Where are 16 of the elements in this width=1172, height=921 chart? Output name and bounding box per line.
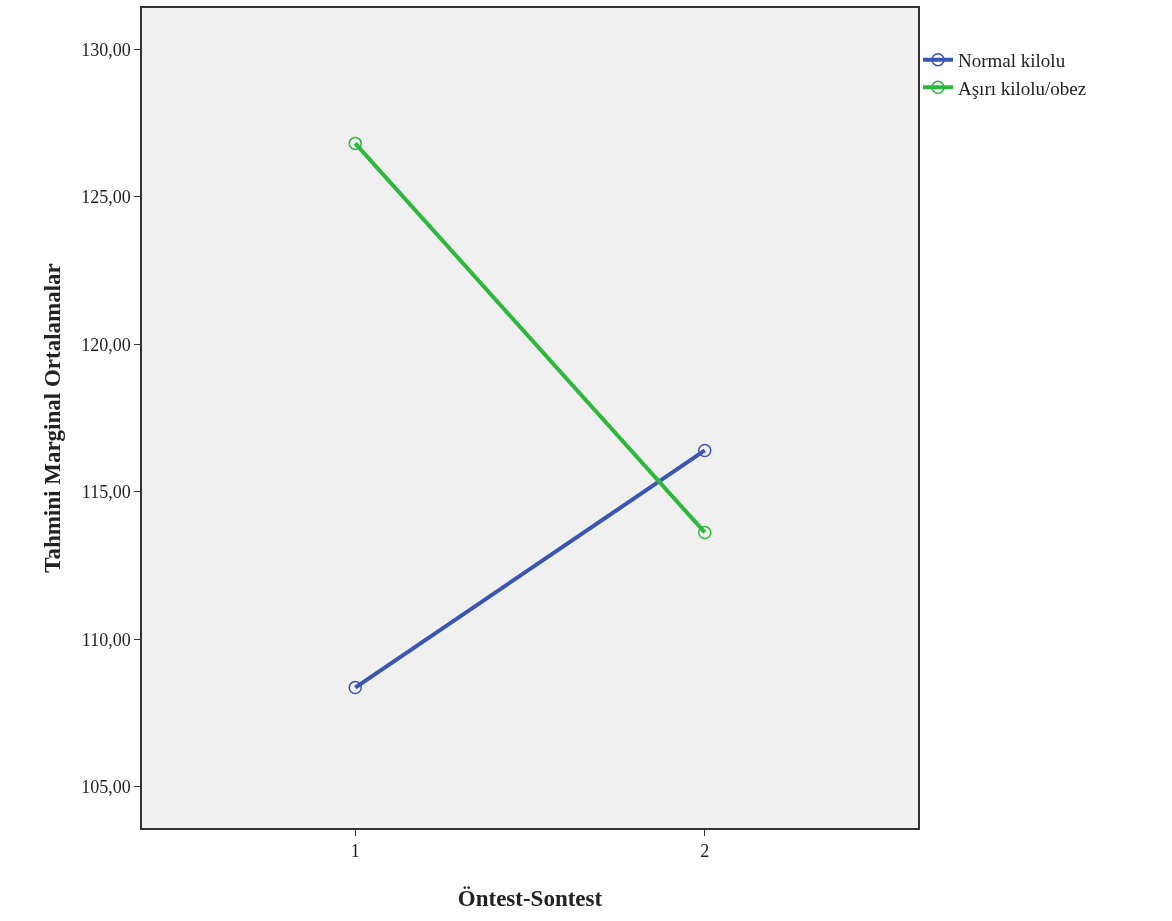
point [348,680,362,695]
x-tick-label: 2 [700,841,710,862]
y-tick-label: 105,00 [81,777,131,798]
y-tick-label: 130,00 [81,39,131,60]
y-axis-title: Tahmini Marginal Ortalamalar [40,263,66,573]
y-tick-label: 110,00 [81,629,131,650]
y-tick-label: 120,00 [81,334,131,355]
point [698,525,712,540]
x-axis-title: Öntest-Sontest [457,886,603,912]
y-tick-label: 125,00 [81,187,131,208]
legend-label: Aşırı kilolu/obez [958,77,1087,99]
x-tick-label: 1 [350,841,360,862]
legend-label: Normal kilolu [958,50,1066,72]
point [698,443,712,458]
point [348,136,362,151]
y-tick-label: 115,00 [81,482,131,503]
